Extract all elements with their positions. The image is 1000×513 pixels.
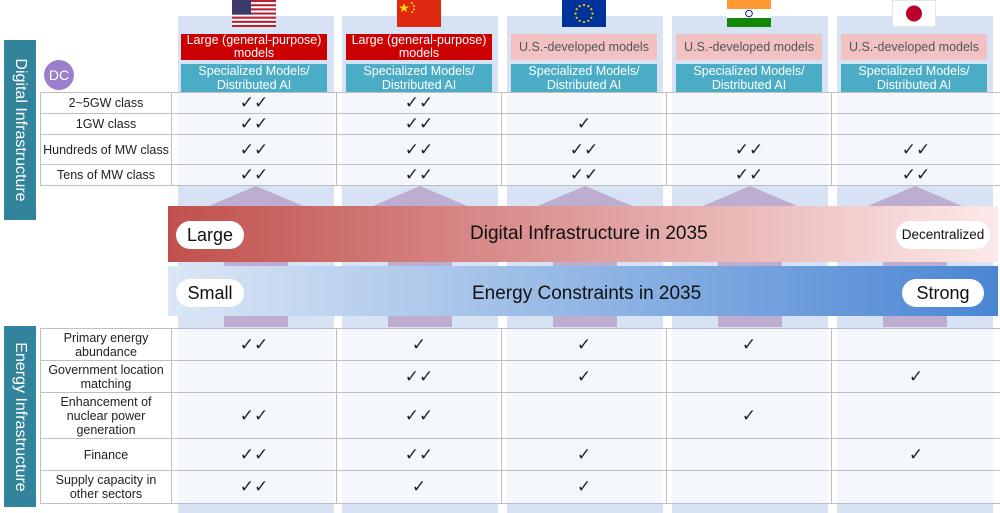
row-label: 1GW class xyxy=(40,113,172,135)
check-cell: ✓✓ xyxy=(666,134,832,165)
check-cell: ✓ xyxy=(501,328,667,361)
eu-flag xyxy=(562,0,606,27)
check-cell: ✓ xyxy=(501,438,667,471)
china-flag xyxy=(397,0,441,27)
check-cell: ✓✓ xyxy=(666,164,832,186)
specialized-model-japan: Specialized Models/ Distributed AI xyxy=(841,64,987,92)
check-cell: ✓ xyxy=(336,328,502,361)
check-cell xyxy=(501,92,667,114)
table-row: Finance ✓✓ ✓✓ ✓ ✓ xyxy=(40,438,1000,471)
table-row: Government location matching ✓✓ ✓ ✓ xyxy=(40,360,1000,393)
check-cell: ✓✓ xyxy=(336,438,502,471)
dc-badge: DC xyxy=(44,60,74,90)
check-cell: ✓✓ xyxy=(171,164,337,186)
check-cell: ✓ xyxy=(501,113,667,135)
check-cell xyxy=(666,113,832,135)
check-cell xyxy=(666,470,832,504)
check-cell xyxy=(501,392,667,439)
check-cell: ✓✓ xyxy=(171,392,337,439)
check-cell: ✓✓ xyxy=(171,92,337,114)
decentralized-label: Decentralized xyxy=(896,221,990,249)
check-cell: ✓✓ xyxy=(171,470,337,504)
row-label: Supply capacity in other sectors xyxy=(40,470,172,504)
row-label: Tens of MW class xyxy=(40,164,172,186)
table-row: 1GW class ✓✓ ✓✓ ✓ xyxy=(40,113,1000,135)
check-cell: ✓✓ xyxy=(501,164,667,186)
check-cell xyxy=(831,328,1000,361)
check-cell: ✓✓ xyxy=(336,134,502,165)
energy-infrastructure-label: Energy Infrastructure xyxy=(4,326,36,507)
arrow-up-china xyxy=(368,186,472,208)
top-model-china: Large (general-purpose) models xyxy=(346,34,492,60)
check-cell: ✓ xyxy=(831,360,1000,393)
check-cell: ✓✓ xyxy=(501,134,667,165)
top-model-us: Large (general-purpose) models xyxy=(181,34,327,60)
digital-infrastructure-table: 2~5GW class ✓✓ ✓✓ 1GW class ✓✓ ✓✓ ✓ Hundreds of… xyxy=(40,92,1000,186)
check-cell: ✓✓ xyxy=(336,92,502,114)
arrow-up-eu xyxy=(533,186,637,208)
table-row: Supply capacity in other sectors ✓✓ ✓ ✓ xyxy=(40,470,1000,504)
row-label: 2~5GW class xyxy=(40,92,172,114)
digital-infrastructure-band: Large Digital Infrastructure in 2035 Dec… xyxy=(168,206,998,262)
check-cell: ✓✓ xyxy=(171,113,337,135)
table-row: 2~5GW class ✓✓ ✓✓ xyxy=(40,92,1000,114)
india-flag xyxy=(727,0,771,27)
check-cell: ✓✓ xyxy=(171,134,337,165)
check-cell: ✓✓ xyxy=(831,164,1000,186)
check-cell xyxy=(831,113,1000,135)
row-label: Government location matching xyxy=(40,360,172,393)
us-flag xyxy=(232,0,276,27)
check-cell: ✓ xyxy=(831,438,1000,471)
small-label: Small xyxy=(176,279,244,307)
check-cell xyxy=(831,392,1000,439)
energy-infrastructure-table: Primary energy abundance ✓✓ ✓ ✓ ✓ Government … xyxy=(40,328,1000,504)
arrow-up-india xyxy=(698,186,802,208)
check-cell: ✓ xyxy=(666,328,832,361)
check-cell: ✓ xyxy=(501,470,667,504)
check-cell: ✓✓ xyxy=(336,164,502,186)
energy-band-title: Energy Constraints in 2035 xyxy=(472,283,702,304)
check-cell xyxy=(666,360,832,393)
check-cell: ✓✓ xyxy=(336,113,502,135)
check-cell xyxy=(666,438,832,471)
row-label: Finance xyxy=(40,438,172,471)
row-label: Hundreds of MW class xyxy=(40,134,172,165)
specialized-model-us: Specialized Models/ Distributed AI xyxy=(181,64,327,92)
top-model-japan: U.S.-developed models xyxy=(841,34,987,60)
strong-label: Strong xyxy=(902,279,984,307)
check-cell: ✓✓ xyxy=(336,360,502,393)
table-row: Enhancement of nuclear power generation ✓… xyxy=(40,392,1000,439)
table-row: Hundreds of MW class ✓✓ ✓✓ ✓✓ ✓✓ ✓✓ xyxy=(40,134,1000,165)
top-model-india: U.S.-developed models xyxy=(676,34,822,60)
check-cell: ✓ xyxy=(336,470,502,504)
row-label: Enhancement of nuclear power generation xyxy=(40,392,172,439)
check-cell xyxy=(831,92,1000,114)
specialized-model-india: Specialized Models/ Distributed AI xyxy=(676,64,822,92)
energy-infrastructure-text: Energy Infrastructure xyxy=(12,341,29,492)
arrow-up-japan xyxy=(863,186,967,208)
large-label: Large xyxy=(176,221,244,249)
check-cell: ✓✓ xyxy=(831,134,1000,165)
table-row: Tens of MW class ✓✓ ✓✓ ✓✓ ✓✓ ✓✓ xyxy=(40,164,1000,186)
top-model-eu: U.S.-developed models xyxy=(511,34,657,60)
check-cell: ✓✓ xyxy=(171,328,337,361)
check-cell: ✓ xyxy=(501,360,667,393)
check-cell: ✓ xyxy=(666,392,832,439)
check-cell xyxy=(831,470,1000,504)
table-row: Primary energy abundance ✓✓ ✓ ✓ ✓ xyxy=(40,328,1000,361)
row-label: Primary energy abundance xyxy=(40,328,172,361)
digital-band-title: Digital Infrastructure in 2035 xyxy=(470,223,708,244)
arrow-up-us xyxy=(204,186,308,208)
check-cell xyxy=(171,360,337,393)
check-cell: ✓✓ xyxy=(171,438,337,471)
specialized-model-eu: Specialized Models/ Distributed AI xyxy=(511,64,657,92)
energy-constraints-band: Small Energy Constraints in 2035 Strong xyxy=(168,266,998,316)
check-cell: ✓✓ xyxy=(336,392,502,439)
japan-flag xyxy=(892,0,936,27)
digital-infrastructure-label: Digital Infrastructure xyxy=(4,40,36,220)
digital-infrastructure-text: Digital Infrastructure xyxy=(12,58,29,202)
specialized-model-china: Specialized Models/ Distributed AI xyxy=(346,64,492,92)
check-cell xyxy=(666,92,832,114)
